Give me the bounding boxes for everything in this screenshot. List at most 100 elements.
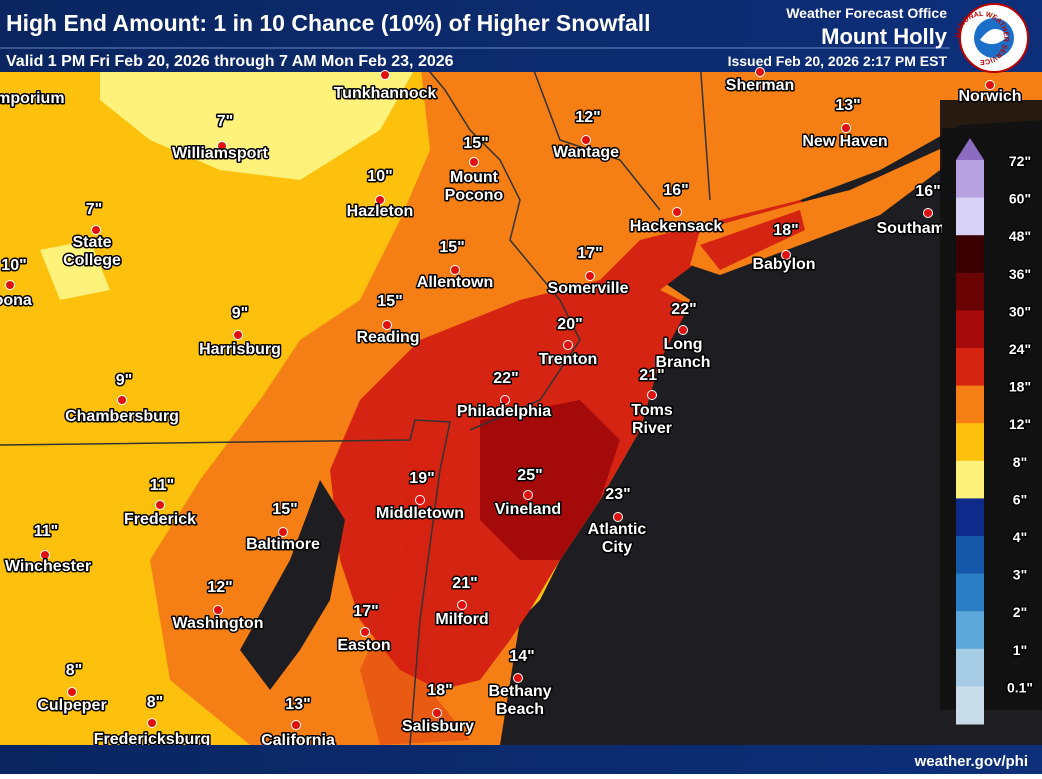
- city-name: Somerville: [548, 280, 629, 297]
- legend: 72" 60" 48" 36" 30" 24" 18" 12" 8" 6" 4" 3" 2" 1" 0.1": [942, 128, 1036, 725]
- snow-amount: 21": [452, 575, 477, 592]
- legend-swatch: [956, 536, 984, 575]
- city-dot: [469, 157, 479, 167]
- city-dot: [523, 490, 533, 500]
- legend-swatch: [956, 573, 984, 612]
- legend-swatch: [956, 235, 984, 274]
- legend-label: 24": [1009, 341, 1031, 357]
- legend-swatch: [956, 498, 984, 537]
- legend-label: 4": [1013, 529, 1027, 545]
- city-name: Baltimore: [246, 536, 320, 553]
- city-dot: [755, 67, 765, 77]
- legend-label: 0.1": [1007, 679, 1033, 695]
- city-name-line: River: [632, 420, 672, 437]
- legend-label: 36": [1009, 266, 1031, 282]
- snow-amount: 9": [232, 305, 248, 322]
- city-name: Winchester: [5, 558, 91, 575]
- office-name: Mount Holly: [821, 24, 948, 49]
- city-name: Middletown: [376, 505, 464, 522]
- legend-swatch: [956, 160, 984, 199]
- city-name: Reading: [356, 329, 419, 346]
- city-dot: [67, 687, 77, 697]
- city-dot: [217, 141, 227, 151]
- office-label: Weather Forecast Office: [786, 5, 947, 21]
- snow-amount: 9": [116, 372, 132, 389]
- legend-label: 6": [1013, 491, 1027, 507]
- city-name-line: Bethany: [488, 683, 551, 700]
- snow-amount: 18": [773, 222, 798, 239]
- legend-label: 30": [1009, 303, 1031, 319]
- snow-amount: 23": [605, 486, 630, 503]
- snow-amount: 10": [367, 168, 392, 185]
- snow-amount: 17": [353, 603, 378, 620]
- legend-label: 12": [1009, 416, 1031, 432]
- legend-swatch: [956, 197, 984, 236]
- city-dot: [457, 600, 467, 610]
- snow-amount: 11": [150, 477, 175, 494]
- city-name: Washington: [173, 615, 264, 632]
- city-dot: [450, 265, 460, 275]
- title: High End Amount: 1 in 10 Chance (10%) of…: [6, 10, 650, 36]
- city-name: Mount Pocono: [445, 169, 504, 204]
- city-name: Easton: [337, 637, 390, 654]
- city-dot: [513, 673, 523, 683]
- snow-amount: 16": [915, 183, 940, 200]
- legend-swatch: [956, 423, 984, 462]
- legend-swatch: [956, 648, 984, 687]
- city-dot: [382, 320, 392, 330]
- footer-bar: [0, 745, 1042, 774]
- city-dot: [278, 527, 288, 537]
- legend-swatch: [956, 686, 984, 725]
- legend-label: 60": [1009, 191, 1031, 207]
- snow-amount: 15": [377, 293, 402, 310]
- snow-amount: 15": [272, 501, 297, 518]
- snow-amount: 7": [217, 113, 233, 130]
- snow-amount: 21": [639, 367, 664, 384]
- header-bar: [0, 0, 1042, 72]
- city-dot: [585, 271, 595, 281]
- city-name: Altoona: [0, 292, 32, 309]
- legend-swatch: [956, 272, 984, 311]
- snow-amount: 15": [439, 239, 464, 256]
- city-name-line: Long: [663, 336, 702, 353]
- city-name: State College: [63, 234, 121, 269]
- snow-amount: 25": [517, 467, 542, 484]
- city-name: Atlantic City: [588, 521, 647, 556]
- city-name: Norwich: [958, 88, 1021, 105]
- city-dot: [985, 80, 995, 90]
- city-dot: [233, 330, 243, 340]
- city-name-line: Mount: [450, 169, 499, 186]
- city-name: Babylon: [752, 256, 815, 273]
- legend-label: 3": [1013, 567, 1027, 583]
- city-name-line: Branch: [655, 354, 710, 371]
- snow-amount: 14": [509, 648, 534, 665]
- city-dot: [291, 720, 301, 730]
- city-name: Sherman: [726, 77, 794, 94]
- legend-swatch: [956, 348, 984, 387]
- city-dot: [5, 280, 15, 290]
- city-dot: [155, 500, 165, 510]
- city-dot: [923, 208, 933, 218]
- city-dot: [117, 395, 127, 405]
- legend-label: 1": [1013, 642, 1027, 658]
- city-dot: [380, 70, 390, 80]
- snow-amount: 22": [493, 370, 518, 387]
- snow-amount: 11": [34, 523, 59, 540]
- city-dot: [360, 627, 370, 637]
- legend-swatch: [956, 611, 984, 650]
- city-name: Hackensack: [630, 218, 723, 235]
- city-dot: [613, 512, 623, 522]
- city-dot: [581, 135, 591, 145]
- city-name: Chambersburg: [65, 408, 179, 425]
- city-name: Salisbury: [402, 718, 474, 735]
- issued-time: Issued Feb 20, 2026 2:17 PM EST: [728, 53, 948, 69]
- city-dot: [841, 123, 851, 133]
- city-name: Milford: [435, 611, 488, 628]
- snow-amount: 12": [575, 109, 600, 126]
- city-name: Fredericksburg: [94, 731, 210, 748]
- footer-url: weather.gov/phi: [914, 753, 1028, 770]
- city-dot: [500, 395, 510, 405]
- city-name: Tunkhannock: [334, 85, 437, 102]
- city-name: Bethany Beach: [488, 683, 551, 718]
